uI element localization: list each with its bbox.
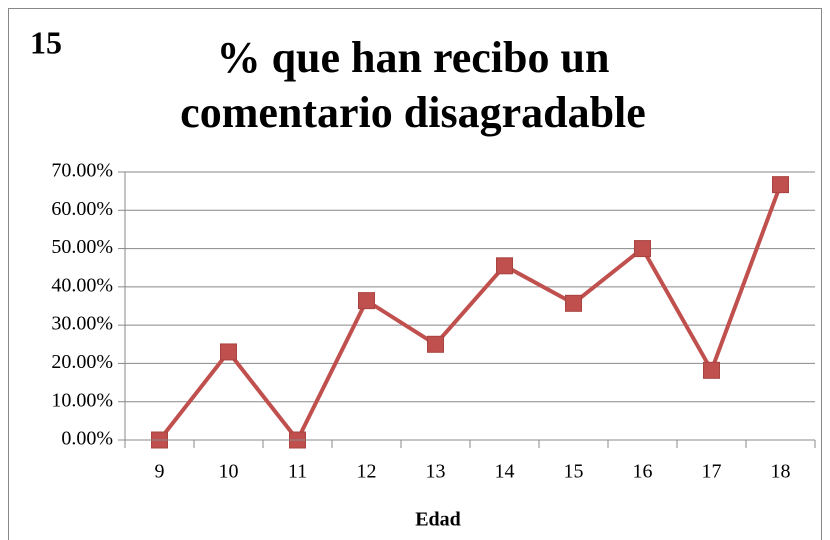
data-point <box>427 335 444 353</box>
y-tick-label: 30.00% <box>51 313 113 335</box>
x-tick-label: 17 <box>702 461 722 483</box>
data-point <box>220 343 237 361</box>
data-point <box>772 176 789 194</box>
y-tick-label: 60.00% <box>51 198 113 220</box>
x-tick-label: 14 <box>495 461 515 483</box>
chart-title: % que han recibo un <box>217 33 610 82</box>
data-point <box>496 257 513 275</box>
y-tick-label: 0.00% <box>61 428 113 450</box>
data-point <box>634 240 651 258</box>
x-tick-label: 15 <box>564 461 584 483</box>
y-tick-label: 70.00% <box>51 160 113 182</box>
chart-title: comentario disagradable <box>180 88 646 137</box>
data-point <box>358 292 375 310</box>
x-tick-label: 12 <box>357 461 377 483</box>
x-tick-label: 16 <box>633 461 653 483</box>
chart-frame <box>8 8 822 540</box>
x-axis-label: Edad <box>415 509 461 531</box>
y-tick-label: 20.00% <box>51 351 113 373</box>
line-series <box>157 183 783 442</box>
chart-annotation: 15 <box>30 24 62 60</box>
x-tick-label: 10 <box>219 461 239 483</box>
x-tick-label: 9 <box>155 461 165 483</box>
y-tick-label: 10.00% <box>51 389 113 411</box>
y-tick-label: 50.00% <box>51 236 113 258</box>
x-tick-label: 18 <box>771 461 791 483</box>
y-tick-label: 40.00% <box>51 274 113 296</box>
data-point <box>703 361 720 379</box>
x-tick-label: 11 <box>288 461 307 483</box>
x-tick-label: 13 <box>426 461 446 483</box>
data-point <box>565 294 582 312</box>
